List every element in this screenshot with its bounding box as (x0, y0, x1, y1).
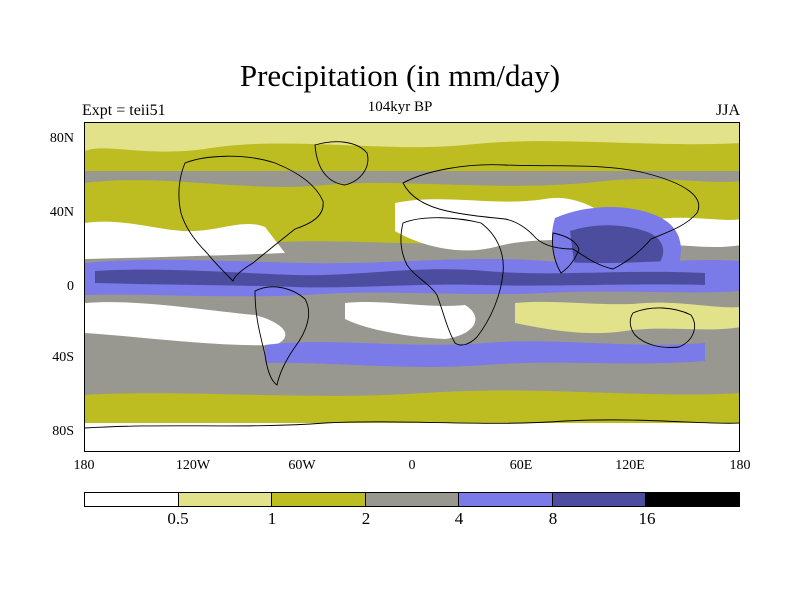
colorbar-label-1: 1 (267, 509, 277, 528)
precipitation-map (84, 122, 740, 452)
south-america-outline (254, 286, 309, 386)
coastlines (85, 141, 739, 429)
colorbar-label-4: 4 (454, 509, 464, 528)
y-tick-80s: 80S (52, 424, 74, 439)
x-tick-60w: 60W (288, 458, 316, 473)
x-tick-60e: 60E (509, 458, 533, 473)
experiment-label: Expt = teii51 (82, 102, 166, 119)
colorbar-segment (85, 493, 179, 506)
colorbar-label-8: 8 (548, 509, 558, 528)
colorbar-segment (459, 493, 553, 506)
itcz-dark (95, 269, 705, 288)
map-canvas (85, 123, 739, 451)
x-tick-120e: 120E (615, 458, 645, 473)
colorbar-label-0-5: 0.5 (167, 509, 189, 528)
arctic-light-band (85, 123, 739, 152)
y-tick-40s: 40S (52, 350, 74, 365)
map-subtitle: 104kyr BP (367, 99, 433, 115)
season-label: JJA (715, 102, 740, 119)
y-tick-80n: 80N (49, 131, 74, 146)
colorbar-segment (272, 493, 366, 506)
southern-storm-track (265, 341, 705, 367)
x-tick-0: 0 (408, 458, 416, 473)
x-tick-120w: 120W (175, 458, 211, 473)
colorbar-segment (365, 493, 460, 506)
antarctic-olive-band (85, 390, 739, 423)
colorbar-segment (552, 493, 647, 506)
y-tick-0: 0 (67, 279, 74, 294)
x-tick-180-left: 180 (73, 458, 95, 473)
colorbar (84, 492, 740, 507)
north-america-outline (178, 155, 324, 282)
map-title: Precipitation (in mm/day) (239, 58, 561, 93)
greenland-outline (314, 141, 369, 186)
south-indian-light (515, 301, 739, 334)
antarctica-fill (85, 423, 739, 451)
india-outline (552, 232, 580, 274)
colorbar-label-16: 16 (638, 509, 656, 528)
antarctica-outline (85, 419, 739, 429)
colorbar-segment (178, 493, 273, 506)
y-tick-40n: 40N (49, 205, 74, 220)
africa-outline (400, 217, 504, 346)
north-pacific-dry (85, 221, 285, 259)
australia-outline (629, 307, 695, 348)
x-tick-180-right: 180 (729, 458, 751, 473)
south-pacific-dry (85, 302, 286, 346)
colorbar-segment (646, 493, 740, 506)
colorbar-label-2: 2 (361, 509, 371, 528)
eurasia-outline (402, 164, 700, 270)
